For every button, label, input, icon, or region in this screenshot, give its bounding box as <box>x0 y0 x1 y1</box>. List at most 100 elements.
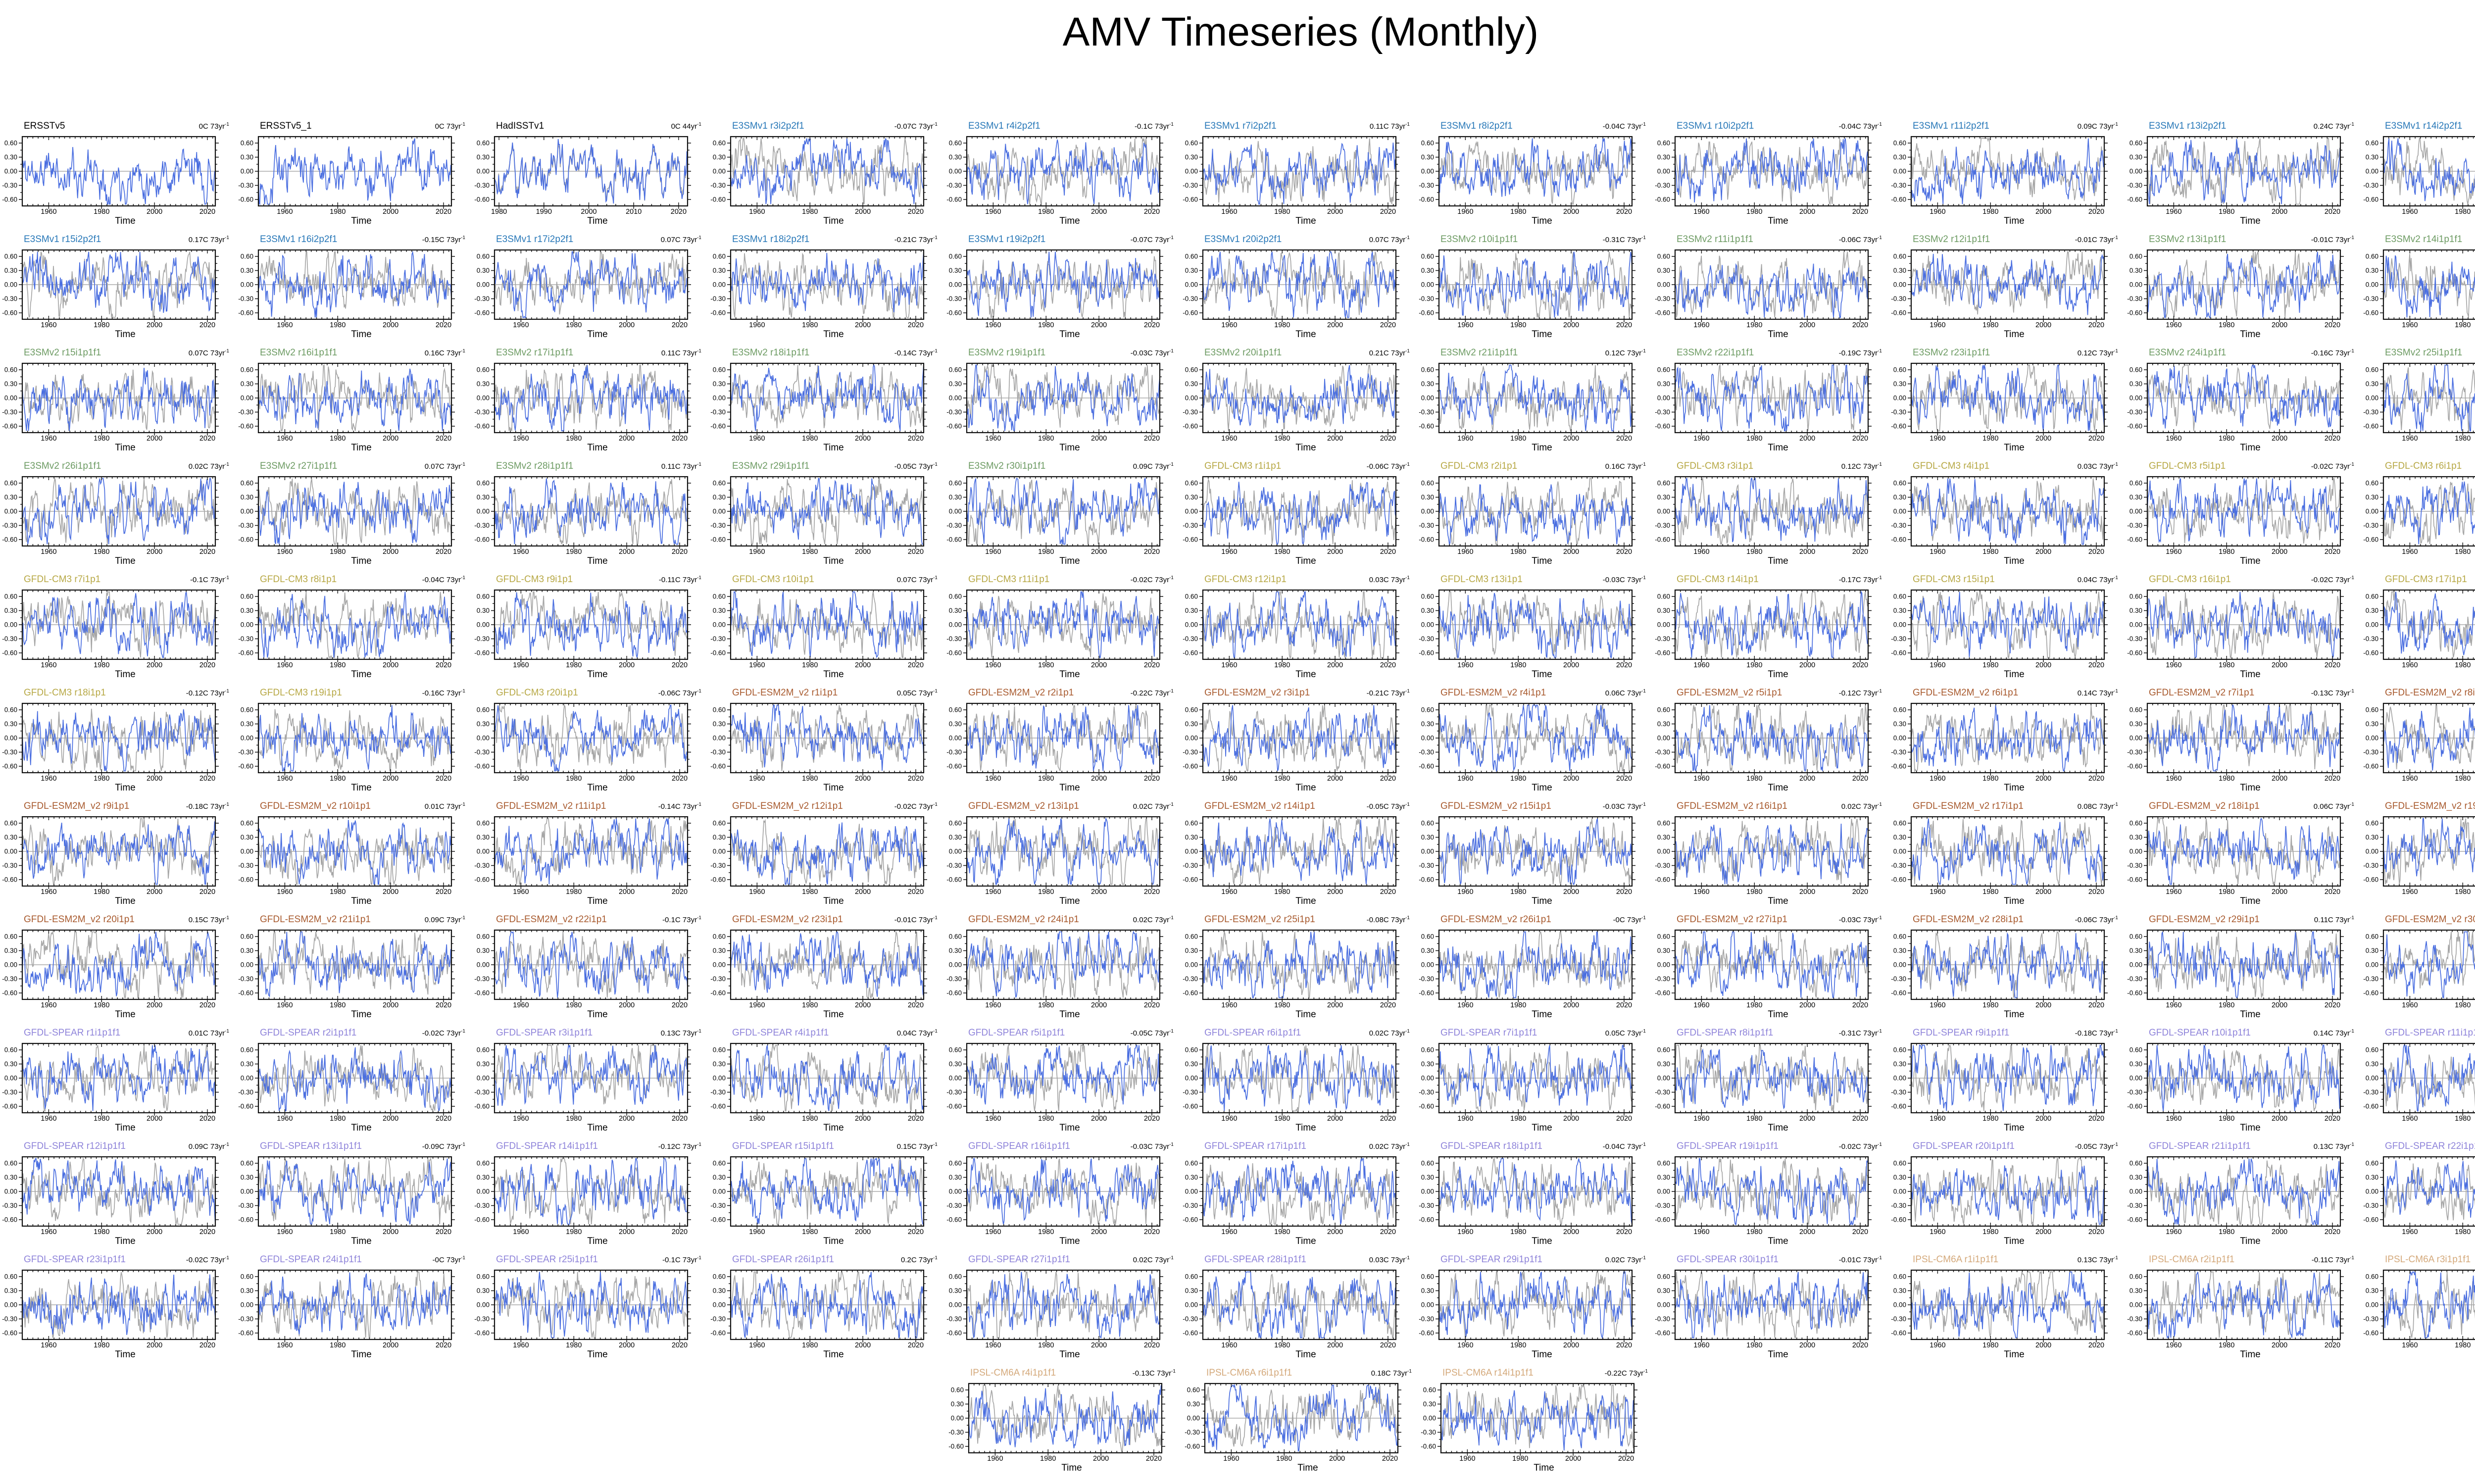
svg-text:2020: 2020 <box>2325 775 2340 783</box>
svg-text:0.30: 0.30 <box>1421 607 1434 614</box>
svg-text:1960: 1960 <box>2402 888 2418 896</box>
svg-text:-0.60: -0.60 <box>2363 423 2378 430</box>
svg-text:0.00: 0.00 <box>949 621 962 629</box>
tick-marks <box>491 1270 691 1342</box>
reference-line <box>2383 254 2475 318</box>
svg-text:1960: 1960 <box>1221 1001 1237 1009</box>
svg-text:0.00: 0.00 <box>1185 848 1198 855</box>
svg-text:0.60: 0.60 <box>4 933 17 940</box>
svg-text:2020: 2020 <box>436 888 451 896</box>
svg-text:0.60: 0.60 <box>1893 1046 1906 1054</box>
svg-text:0.30: 0.30 <box>2129 380 2142 388</box>
reference-line <box>2147 364 2341 431</box>
panel-title: GFDL-CM3 r2i1p1 <box>1440 461 1518 471</box>
svg-text:0.60: 0.60 <box>1893 253 1906 260</box>
panel-trend: -0.31C 73yr-1 <box>1602 235 1646 244</box>
panel-title: GFDL-ESM2M_v2 r18i1p1 <box>2149 801 2260 811</box>
svg-text:1980: 1980 <box>2455 888 2471 896</box>
plot-frame <box>1438 816 1633 887</box>
panel-title: GFDL-SPEAR r22i1p1f1 <box>2385 1141 2475 1151</box>
svg-text:2000: 2000 <box>1091 548 1107 556</box>
x-axis-label: Time <box>1295 783 1316 793</box>
svg-text:-0.60: -0.60 <box>1183 309 1198 317</box>
svg-text:0.60: 0.60 <box>1893 1273 1906 1281</box>
svg-text:1960: 1960 <box>1221 1341 1237 1349</box>
svg-text:-0.30: -0.30 <box>948 1429 964 1436</box>
timeseries-panel: GFDL-SPEAR r12i1p1f1 0.09C 73yr-1 0.60 0.… <box>0 1140 236 1253</box>
svg-text:1980: 1980 <box>1746 888 1762 896</box>
timeseries-panel: IPSL-CM6A r1i1p1f1 0.13C 73yr-1 0.60 0.30… <box>1889 1253 2125 1367</box>
svg-text:-0.30: -0.30 <box>238 1315 253 1323</box>
model-line <box>2383 481 2475 544</box>
svg-text:2000: 2000 <box>2272 548 2287 556</box>
panel-header: GFDL-CM3 r12i1p1 0.03C 73yr-1 <box>1181 574 1417 586</box>
svg-text:1960: 1960 <box>1457 321 1473 329</box>
x-axis-label: Time <box>115 783 136 793</box>
svg-text:-0.30: -0.30 <box>2 408 17 416</box>
svg-text:0.00: 0.00 <box>2366 395 2378 402</box>
svg-text:0.00: 0.00 <box>949 1188 962 1195</box>
timeseries-panel: GFDL-ESM2M_v2 r7i1p1 -0.13C 73yr-1 0.60 0… <box>2125 687 2361 800</box>
plot-frame <box>2382 249 2475 320</box>
reference-line <box>1911 1270 2105 1336</box>
timeseries-panel: GFDL-CM3 r5i1p1 -0.02C 73yr-1 0.60 0.30 0.… <box>2125 460 2361 573</box>
svg-text:2020: 2020 <box>1852 888 1868 896</box>
svg-text:-0.60: -0.60 <box>1891 876 1906 884</box>
svg-text:-0.60: -0.60 <box>238 536 253 544</box>
model-line <box>2147 931 2341 998</box>
timeseries-panel: GFDL-ESM2M_v2 r17i1p1 0.08C 73yr-1 0.60 0… <box>1889 800 2125 913</box>
svg-text:-0.60: -0.60 <box>1891 649 1906 657</box>
svg-text:0.00: 0.00 <box>4 1301 17 1309</box>
svg-text:2020: 2020 <box>1144 775 1160 783</box>
timeseries-panel: E3SMv2 r20i1p1f1 0.21C 73yr-1 0.60 0.30 0.… <box>1181 346 1417 460</box>
svg-text:2020: 2020 <box>2325 661 2340 669</box>
timeseries-panel: E3SMv2 r22i1p1f1 -0.19C 73yr-1 0.60 0.30 0… <box>1653 346 1889 460</box>
x-axis-label: Time <box>2004 1349 2025 1360</box>
svg-text:1960: 1960 <box>41 1001 56 1009</box>
model-line <box>22 1045 216 1111</box>
svg-text:-0.60: -0.60 <box>1891 989 1906 997</box>
tick-marks <box>1199 363 1399 436</box>
svg-text:-0.60: -0.60 <box>1421 1443 1436 1450</box>
svg-text:2020: 2020 <box>1144 1001 1160 1009</box>
tick-marks <box>965 1384 1165 1456</box>
svg-text:0.00: 0.00 <box>2129 848 2142 855</box>
svg-text:0.00: 0.00 <box>1185 1075 1198 1082</box>
model-line <box>966 477 1160 545</box>
plot-frame <box>257 1156 452 1227</box>
svg-text:-0.30: -0.30 <box>474 408 490 416</box>
x-axis-label: Time <box>2240 443 2261 453</box>
model-line <box>966 139 1160 204</box>
svg-text:0.60: 0.60 <box>241 253 253 260</box>
model-line <box>966 1044 1160 1105</box>
panel-trend: -0.03C 73yr-1 <box>1602 575 1646 584</box>
svg-text:1960: 1960 <box>2402 1115 2418 1123</box>
svg-text:-0.60: -0.60 <box>2127 1216 2142 1224</box>
tick-marks <box>19 703 219 776</box>
svg-text:1980: 1980 <box>802 548 818 556</box>
model-line <box>258 592 452 658</box>
panel-header: GFDL-SPEAR r14i1p1f1 -0.12C 73yr-1 <box>472 1141 708 1153</box>
svg-text:-0.60: -0.60 <box>1419 1103 1434 1110</box>
panel-header: E3SMv2 r21i1p1f1 0.12C 73yr-1 <box>1417 347 1653 359</box>
timeseries-panel: E3SMv2 r15i1p1f1 0.07C 73yr-1 0.60 0.30 0.… <box>0 346 236 460</box>
svg-text:0.30: 0.30 <box>477 947 490 954</box>
timeseries-panel: GFDL-SPEAR r17i1p1f1 0.02C 73yr-1 0.60 0.… <box>1181 1140 1417 1253</box>
plot-frame <box>966 702 1161 774</box>
svg-text:1980: 1980 <box>2219 1001 2234 1009</box>
svg-text:-0.60: -0.60 <box>1891 536 1906 544</box>
svg-text:1980: 1980 <box>1274 888 1290 896</box>
panel-title: GFDL-ESM2M_v2 r30i1p1 <box>2385 914 2475 925</box>
panel-trend: 0.02C 73yr-1 <box>1369 1142 1410 1151</box>
svg-text:0.60: 0.60 <box>1421 706 1434 714</box>
reference-line <box>1675 251 1869 318</box>
panel-title: GFDL-SPEAR r15i1p1f1 <box>732 1141 834 1151</box>
x-axis-label: Time <box>587 329 608 340</box>
x-axis-label: Time <box>823 329 844 340</box>
